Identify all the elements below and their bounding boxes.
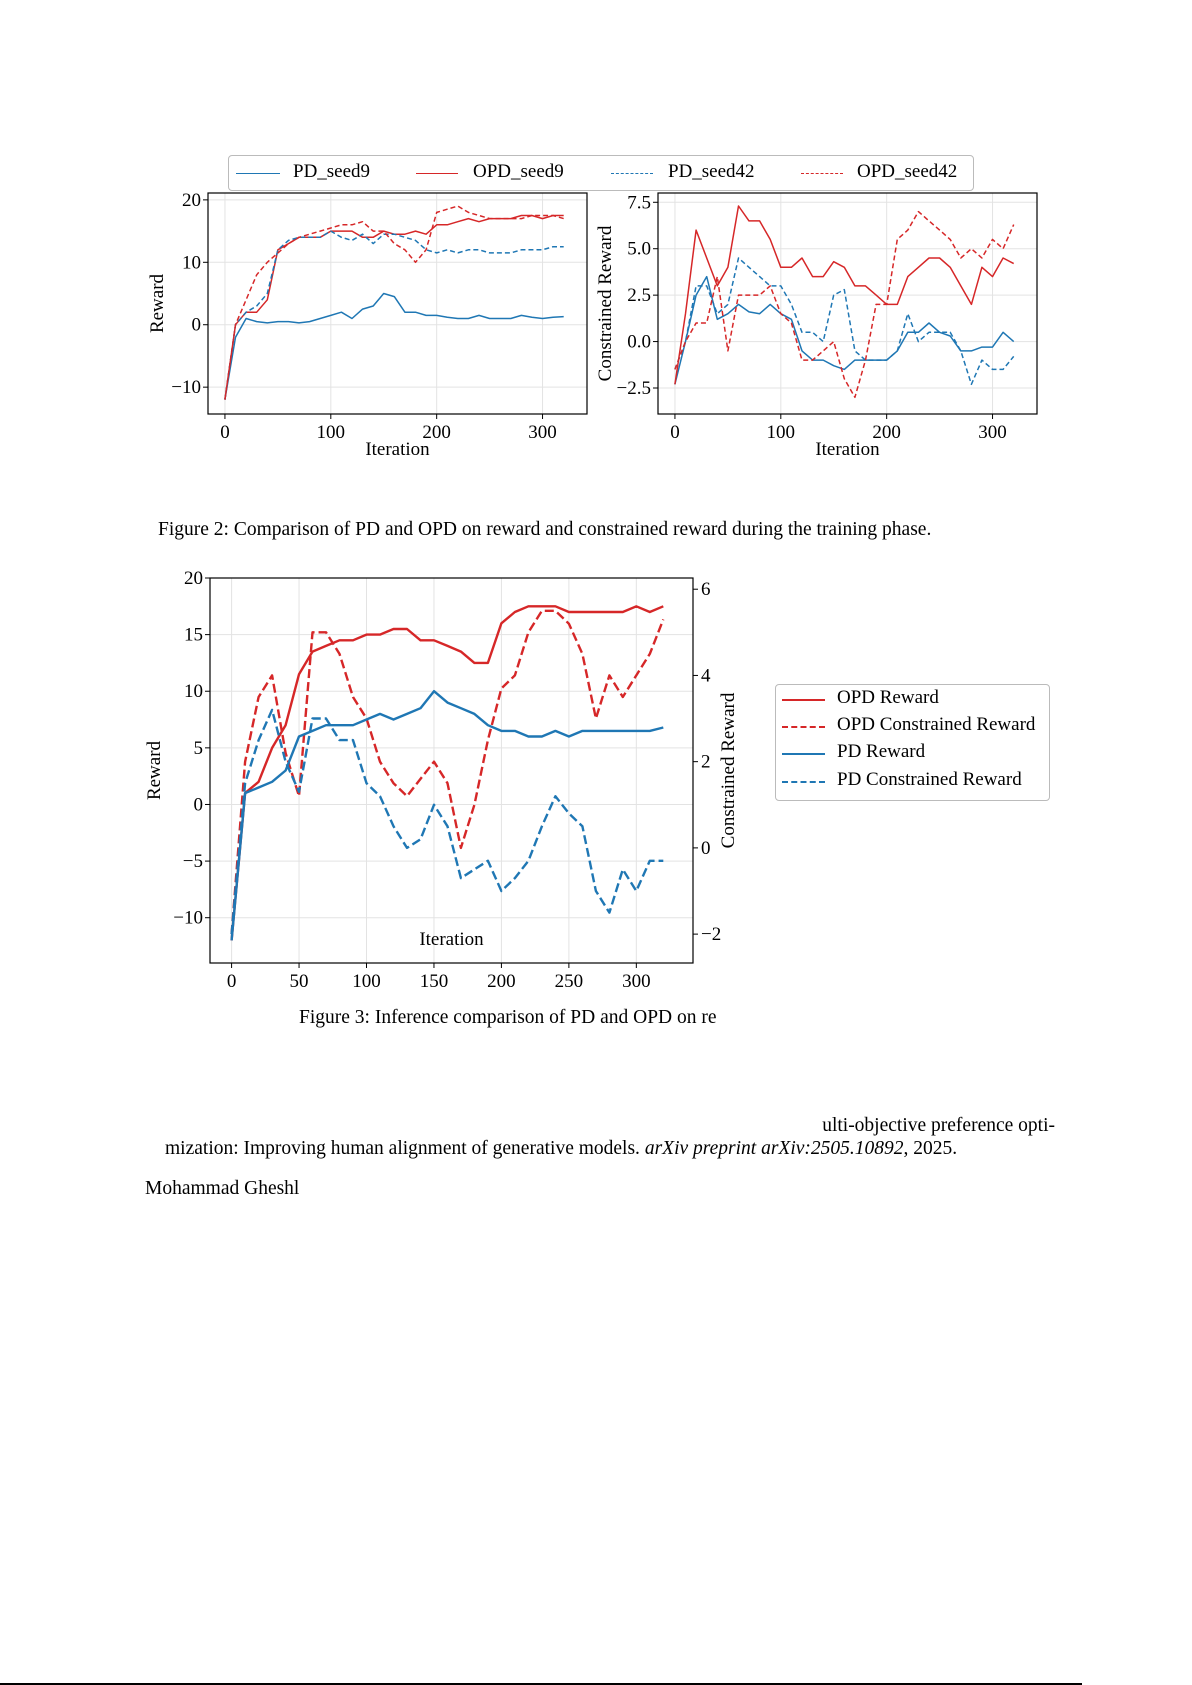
y-tick-label: 0.0 bbox=[627, 332, 651, 353]
legend-label-opd-constrained: OPD Constrained Reward bbox=[837, 714, 1036, 735]
y-tick-label: 20 bbox=[182, 190, 201, 211]
x-tick-label: 150 bbox=[420, 971, 449, 992]
y-tick-label: 20 bbox=[184, 568, 203, 589]
y-tick-label: 2.5 bbox=[627, 285, 651, 306]
reference-venue: arXiv preprint arXiv:2505.10892 bbox=[644, 1138, 904, 1159]
y-tick-label: 5.0 bbox=[627, 239, 651, 260]
y-tick-label: 5 bbox=[194, 738, 204, 759]
y-right-tick-label: 4 bbox=[701, 665, 711, 686]
reference-title: mization: Improving human alignment of g… bbox=[165, 1138, 640, 1159]
x-tick-label: 200 bbox=[487, 971, 516, 992]
series-line-pd-seed42 bbox=[224, 230, 564, 400]
y-tick-label: 0 bbox=[192, 315, 202, 336]
series-line-pd-reward bbox=[230, 690, 664, 941]
y-tick-label: 10 bbox=[182, 252, 201, 273]
reference-line-1: ulti-objective preference opti- bbox=[822, 1115, 1055, 1136]
legend-swatch-opd-reward bbox=[782, 699, 825, 701]
y-tick-label: 15 bbox=[184, 625, 203, 646]
y-axis-label: Reward bbox=[144, 740, 165, 800]
series-line-pd-seed9 bbox=[224, 292, 564, 400]
y-tick-label: −2.5 bbox=[617, 378, 651, 399]
series-line-opd-seed9 bbox=[674, 205, 1015, 385]
legend-label-opd-reward: OPD Reward bbox=[837, 687, 939, 708]
y-axis-label: Constrained Reward bbox=[595, 225, 616, 381]
axes-frame bbox=[209, 577, 694, 964]
figure3-caption: Figure 3: Inference comparison of PD and… bbox=[299, 1007, 717, 1028]
legend-swatch-pd-reward bbox=[782, 753, 825, 755]
y-right-tick-label: 2 bbox=[701, 752, 711, 773]
legend-label-pd-seed42: PD_seed42 bbox=[668, 161, 755, 182]
chart-3: 0 50 100 150 200 250 300 −10 −5 0 5 10 15 20 −2 0 2 4 6 Ite… bbox=[144, 568, 739, 992]
y-right-tick-label: −2 bbox=[701, 924, 721, 945]
legend-label-opd-seed9: OPD_seed9 bbox=[473, 161, 564, 182]
legend-label-pd-reward: PD Reward bbox=[837, 741, 926, 762]
legend-swatch-pd-seed9 bbox=[236, 173, 280, 174]
x-axis-label: Iteration bbox=[419, 929, 484, 950]
y-right-tick-label: 6 bbox=[701, 579, 711, 600]
x-tick-label: 100 bbox=[352, 971, 381, 992]
series-line-pd-constrained-reward bbox=[230, 708, 664, 935]
x-tick-label: 300 bbox=[978, 422, 1007, 443]
series-line-pd-seed42 bbox=[674, 257, 1015, 386]
reference-year: , 2025. bbox=[903, 1138, 958, 1159]
series-line-opd-seed9 bbox=[224, 214, 564, 400]
x-tick-label: 200 bbox=[422, 422, 451, 443]
reference-line-2: mization: Improving human alignment of g… bbox=[165, 1138, 957, 1160]
axes-frame bbox=[657, 192, 1038, 415]
y-axis-label: Reward bbox=[147, 273, 168, 333]
series-line-opd-seed42 bbox=[674, 210, 1015, 399]
legend-swatch-pd-seed42 bbox=[611, 173, 653, 174]
legend-label-pd-constrained: PD Constrained Reward bbox=[837, 769, 1022, 790]
figure2-caption: Figure 2: Comparison of PD and OPD on re… bbox=[158, 519, 932, 540]
legend-swatch-pd-constrained bbox=[782, 781, 825, 783]
legend-swatch-opd-seed9 bbox=[416, 173, 458, 174]
y-right-tick-label: 0 bbox=[701, 838, 711, 859]
x-tick-label: 100 bbox=[767, 422, 796, 443]
reference-author: Mohammad Gheshl bbox=[145, 1178, 300, 1199]
x-tick-label: 100 bbox=[317, 422, 346, 443]
x-tick-label: 300 bbox=[622, 971, 651, 992]
series-line-opd-constrained-reward bbox=[230, 609, 665, 935]
series-line-opd-reward bbox=[230, 605, 664, 941]
y-tick-label: −10 bbox=[171, 377, 201, 398]
y-tick-label: 0 bbox=[194, 794, 204, 815]
legend-swatch-opd-seed42 bbox=[801, 173, 843, 174]
x-tick-label: 300 bbox=[528, 422, 557, 443]
chart-1: 0 100 200 300 −10 0 10 20 Iteration Reward bbox=[147, 190, 588, 460]
figure2-legend: PD_seed9 OPD_seed9 PD_seed42 OPD_seed42 bbox=[228, 155, 974, 191]
x-axis-label: Iteration bbox=[815, 439, 880, 460]
legend-swatch-opd-constrained bbox=[782, 726, 825, 728]
x-tick-label: 0 bbox=[220, 422, 230, 443]
y-tick-label: 10 bbox=[184, 681, 203, 702]
axes-frame bbox=[207, 192, 588, 415]
chart-2: 0 100 200 300 −2.5 0.0 2.5 5.0 7.5 Iteration Const… bbox=[595, 192, 1038, 460]
y-right-axis-label: Constrained Reward bbox=[718, 692, 739, 848]
legend-label-pd-seed9: PD_seed9 bbox=[293, 161, 371, 182]
x-tick-label: 50 bbox=[290, 971, 309, 992]
x-tick-label: 0 bbox=[227, 971, 237, 992]
series-line-pd-seed9 bbox=[674, 275, 1015, 385]
footer-rule bbox=[0, 1683, 1082, 1685]
y-tick-label: −10 bbox=[173, 908, 203, 929]
x-tick-label: 250 bbox=[555, 971, 584, 992]
y-tick-label: 7.5 bbox=[627, 192, 651, 213]
legend-label-opd-seed42: OPD_seed42 bbox=[857, 161, 958, 182]
figure3-legend: OPD Reward OPD Constrained Reward PD Rew… bbox=[775, 684, 1050, 801]
x-axis-label: Iteration bbox=[365, 439, 430, 460]
x-tick-label: 0 bbox=[670, 422, 680, 443]
y-tick-label: −5 bbox=[183, 851, 203, 872]
series-line-opd-seed42 bbox=[224, 205, 564, 400]
x-tick-label: 200 bbox=[872, 422, 901, 443]
